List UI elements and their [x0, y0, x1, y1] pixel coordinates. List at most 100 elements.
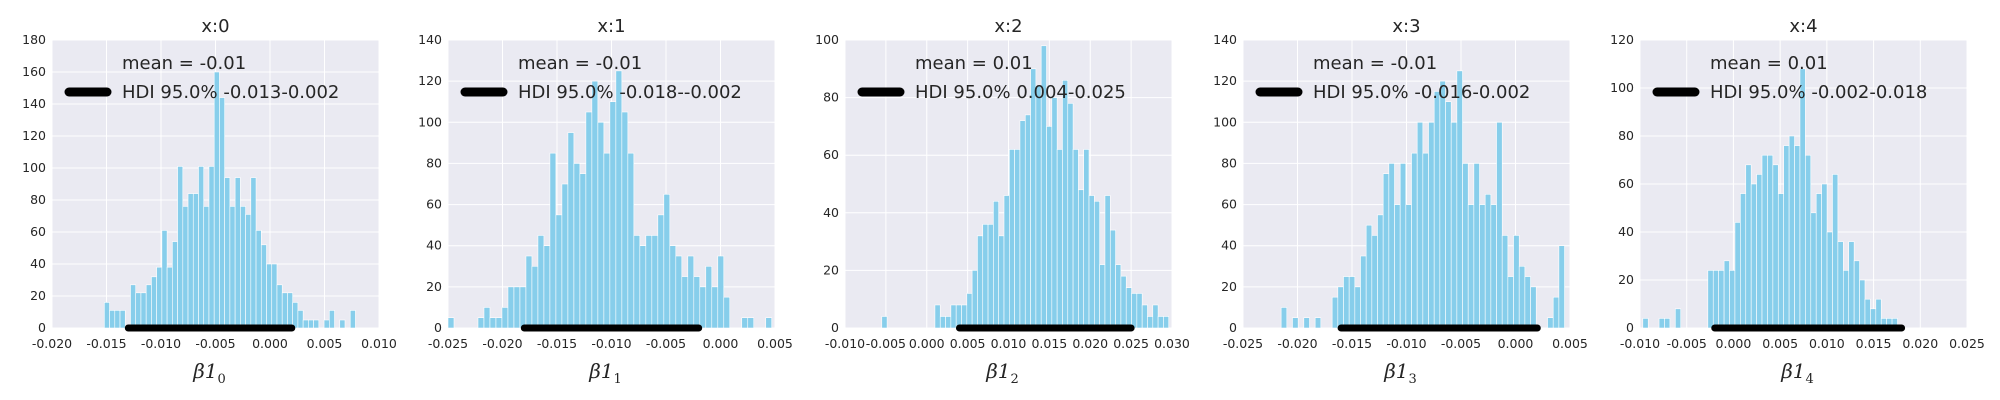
histogram-bar	[633, 235, 641, 328]
legend-hdi-text: HDI 95.0% 0.004-0.025	[915, 82, 1126, 103]
histogram-bar	[302, 319, 309, 328]
histogram-bar	[1513, 235, 1520, 328]
histogram-bar	[198, 166, 205, 328]
x-axis-label: β14	[1780, 359, 1814, 387]
histogram-bar	[1136, 293, 1143, 328]
y-tick-label: 100	[815, 32, 839, 47]
histogram-bar	[1587, 318, 1593, 328]
y-tick-label: 60	[426, 197, 442, 212]
subplot-2: x:2 -0.010 -0.005 0.000 0.005 0.010 0.015 0.020…	[815, 16, 1190, 387]
histogram-bar	[998, 235, 1005, 328]
histogram-bar	[250, 177, 257, 328]
histogram-bar	[687, 255, 695, 328]
histogram-bar	[1518, 265, 1526, 328]
histogram-bar	[543, 245, 551, 328]
histogram-bar	[234, 177, 241, 328]
x-tick-label: -0.005	[646, 336, 686, 351]
histogram-bar	[1821, 183, 1828, 328]
x-tick-label: 0.005	[757, 336, 793, 351]
histogram-bar	[1745, 164, 1752, 328]
y-tick-label: 120	[418, 73, 442, 88]
histogram-bar	[1078, 189, 1085, 328]
histogram-bar	[156, 266, 163, 328]
histogram-bar	[651, 235, 659, 328]
x-tick-label: -0.005	[866, 336, 906, 351]
x-tick-label: 0.000	[1498, 336, 1534, 351]
histogram-bar	[140, 292, 147, 328]
histogram-bar	[1843, 270, 1850, 328]
histogram-bar	[281, 292, 288, 328]
histogram-bar	[1099, 264, 1106, 328]
histogram-bars	[104, 71, 387, 328]
x-axis-label-subscript: 1	[614, 372, 622, 387]
histogram-bar	[151, 276, 157, 328]
subplot-3: x:3 -0.025 -0.020 -0.015 -0.010 -0.005 0.000 0.…	[1213, 16, 1599, 387]
histogram-bar	[1593, 307, 1599, 328]
y-tick-label: 100	[1610, 80, 1634, 95]
subplot-title: x:2	[994, 16, 1022, 37]
x-tick-label: 0.005	[950, 336, 986, 351]
subplot-4: x:4 -0.010 -0.005 0.000 0.005 0.010 0.015 0.020…	[1610, 16, 1985, 387]
histogram-bar	[119, 310, 126, 328]
histogram-bar	[382, 320, 387, 328]
histogram-bar	[203, 206, 210, 328]
histogram-bar	[109, 310, 116, 328]
histogram-bar	[1864, 298, 1871, 328]
histogram-bar	[603, 152, 611, 328]
histogram-bar	[489, 317, 497, 328]
x-tick-label: -0.020	[482, 336, 522, 351]
y-tick-label: 0	[831, 320, 839, 335]
y-tick-label: 60	[30, 224, 46, 239]
histogram-bar	[1859, 279, 1866, 328]
y-tick-label: 140	[22, 96, 46, 111]
histogram-bar	[1507, 276, 1514, 328]
histogram-bar	[513, 286, 521, 328]
histogram-bar	[1292, 317, 1299, 328]
histogram-bar	[260, 244, 267, 328]
histogram-bar	[1558, 245, 1565, 328]
histogram-bar	[1056, 149, 1063, 328]
x-tick-label: 0.030	[1154, 336, 1190, 351]
histogram-bar	[1348, 276, 1356, 328]
histogram-bar	[1115, 264, 1122, 328]
histogram-bar	[323, 319, 330, 328]
histogram-bar	[1365, 224, 1373, 328]
histogram-bar	[537, 235, 545, 328]
x-tick-label: -0.025	[1223, 336, 1263, 351]
x-tick-label: 0.020	[1072, 336, 1108, 351]
histogram-bar	[1088, 195, 1095, 328]
histogram-bar	[1354, 286, 1361, 328]
x-axis-label: β13	[1383, 359, 1417, 387]
y-tick-label: 100	[22, 160, 46, 175]
histogram-bar	[240, 206, 246, 328]
x-tick-label: -0.010	[825, 336, 865, 351]
histogram-bar	[1675, 308, 1682, 328]
histogram-bar	[1388, 163, 1395, 328]
histogram-bar	[531, 265, 539, 328]
histogram-bar	[1024, 114, 1031, 328]
histogram-bar	[784, 318, 790, 328]
histogram-bars	[1280, 70, 1599, 328]
histogram-bar	[1750, 183, 1757, 328]
histogram-bar	[723, 296, 731, 328]
histogram-bar	[1450, 121, 1458, 328]
histogram-bar	[1280, 307, 1288, 328]
histogram-bar	[1360, 255, 1367, 328]
subplot-title: x:1	[597, 16, 625, 37]
histogram-bar	[573, 163, 581, 328]
subplot-1: x:1 -0.025 -0.020 -0.015 -0.010 -0.005 0.000 0.…	[418, 16, 793, 387]
histogram-bar	[297, 310, 304, 328]
histogram-bar	[1734, 222, 1741, 328]
legend-hdi-text: HDI 95.0% -0.018--0.002	[518, 82, 742, 103]
x-tick-label: 0.020	[1902, 336, 1938, 351]
legend-hdi-text: HDI 95.0% -0.016-0.002	[1313, 82, 1530, 103]
legend-mean-text: mean = 0.01	[915, 53, 1033, 74]
y-tick-label: 120	[1610, 32, 1634, 47]
histogram-bar	[1147, 316, 1154, 328]
histogram-bar	[448, 317, 455, 328]
histogram-bar	[1794, 145, 1801, 328]
y-tick-label: 0	[1229, 320, 1237, 335]
histogram-bar	[1072, 149, 1079, 328]
histogram-bar	[971, 270, 978, 328]
histogram-bar	[1799, 68, 1806, 328]
